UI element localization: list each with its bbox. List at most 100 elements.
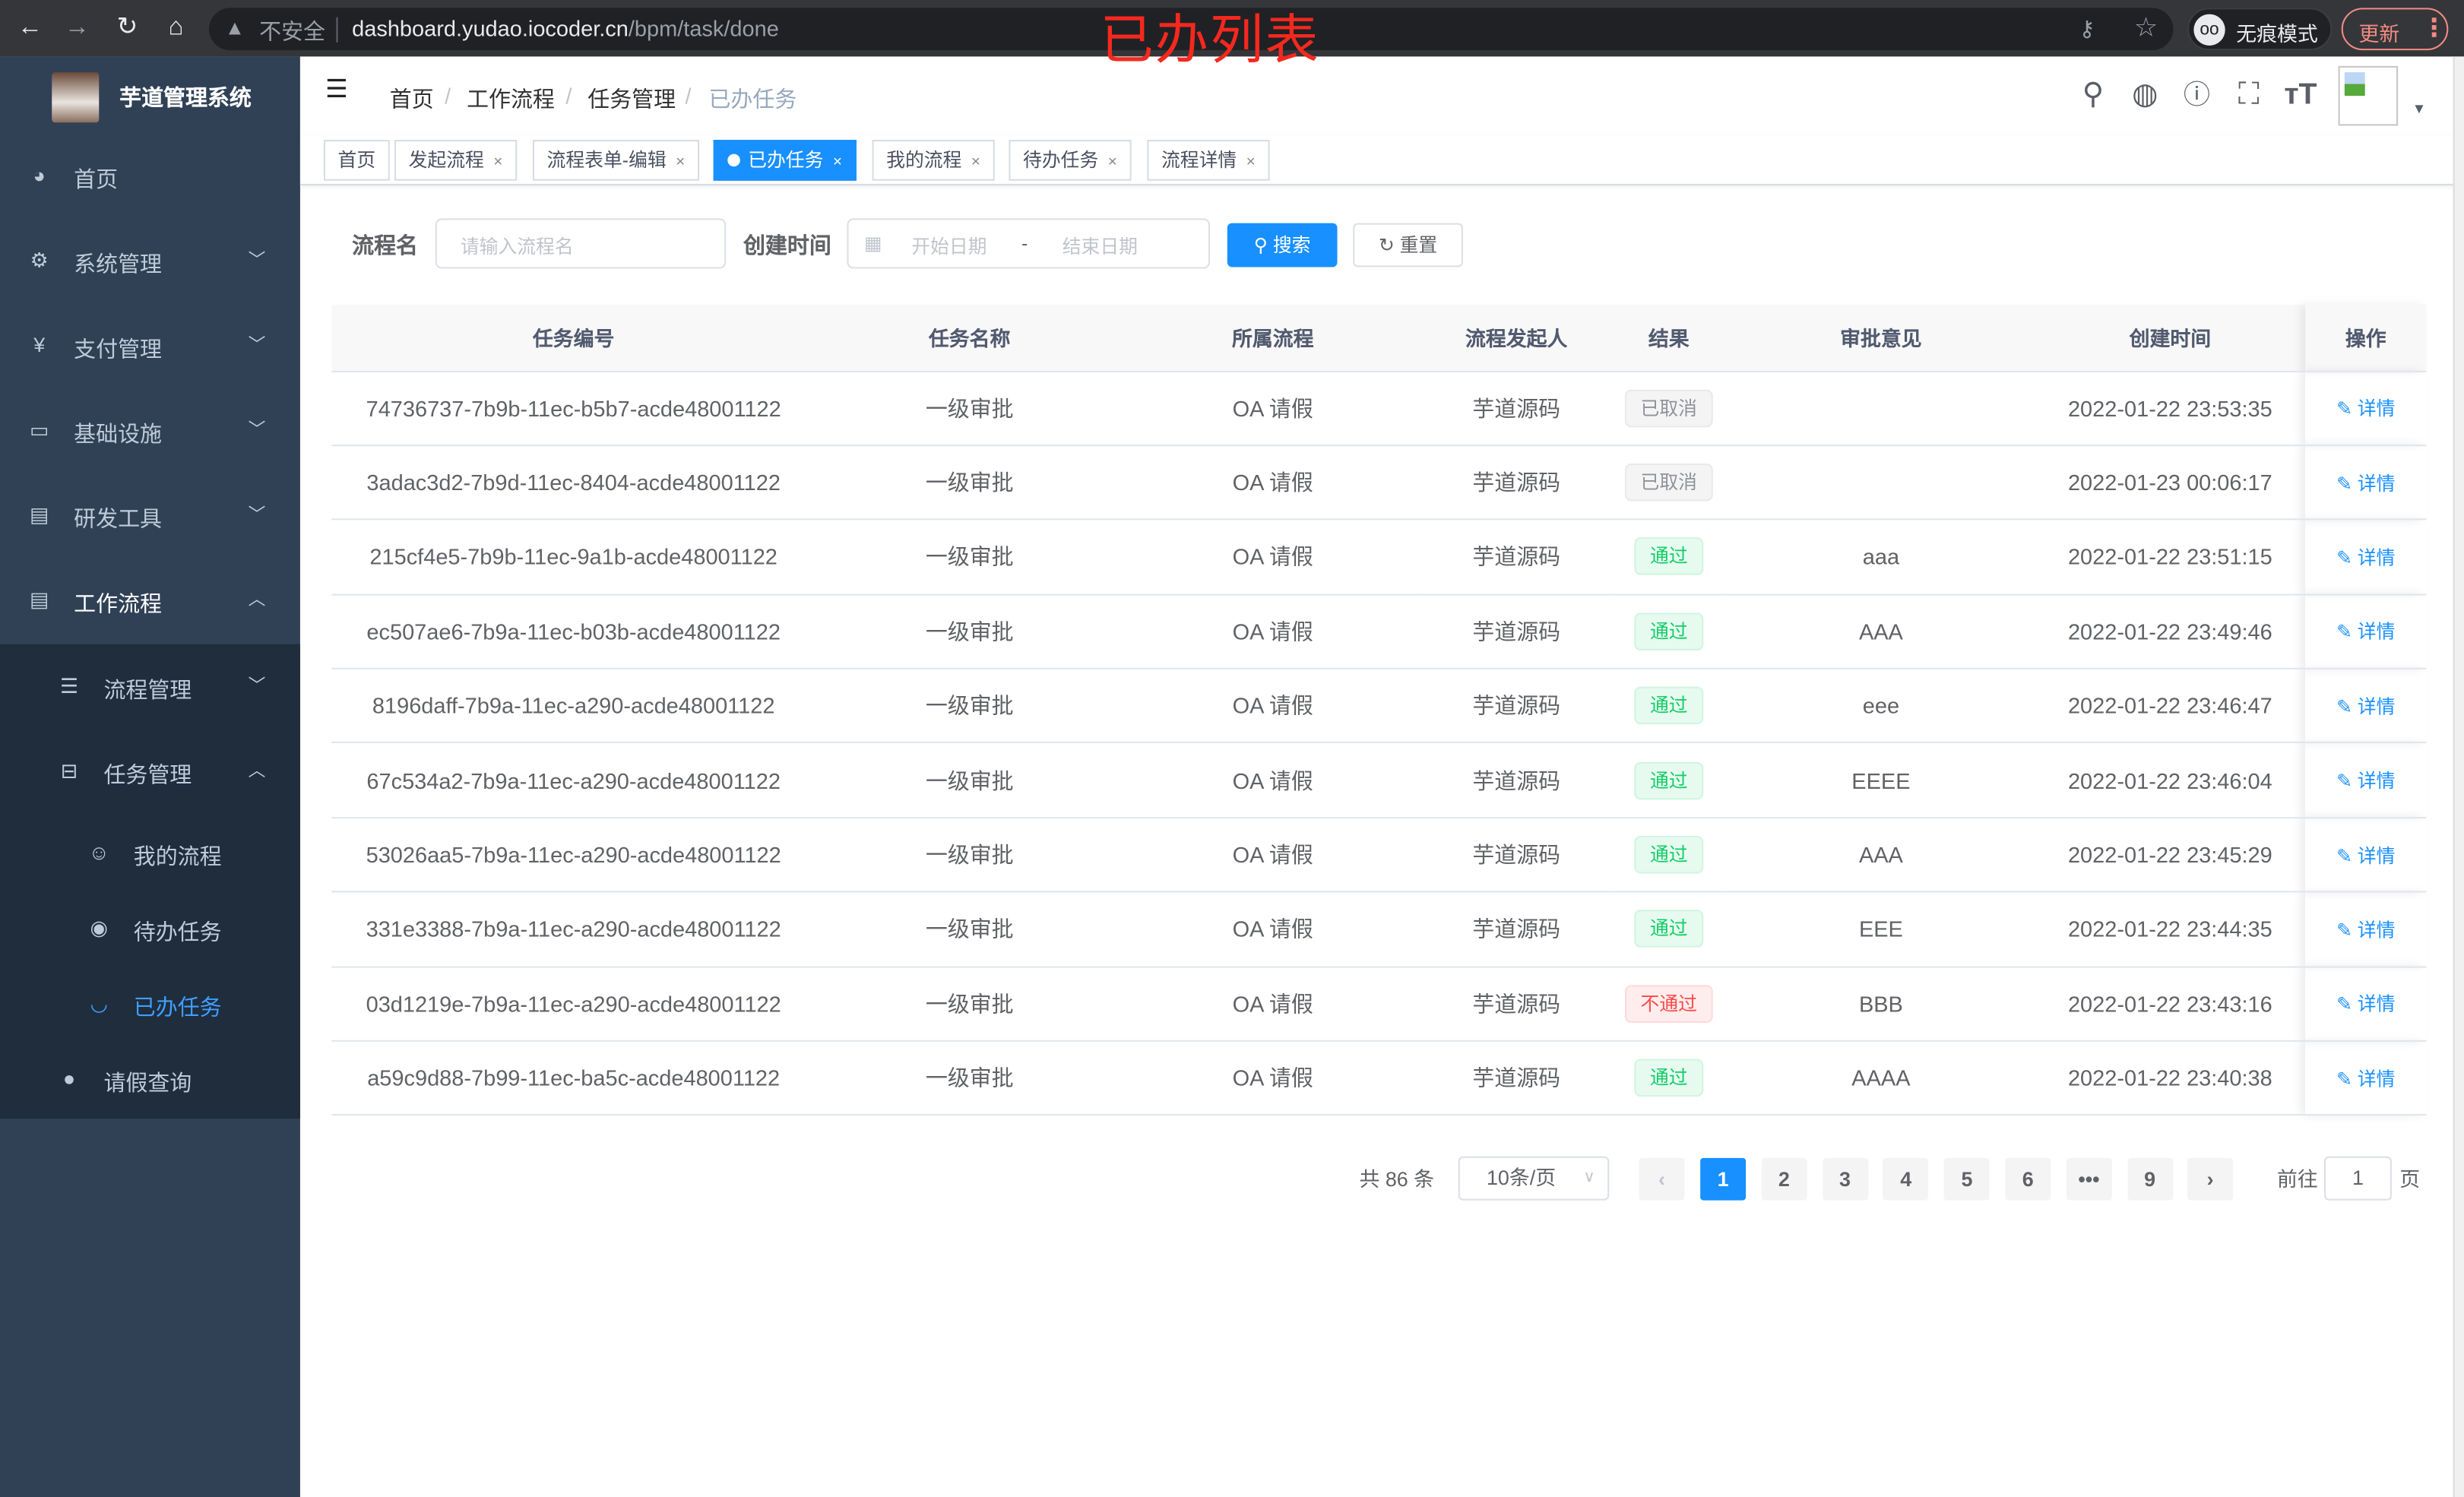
hamburger-icon[interactable]: ☰ — [325, 77, 348, 104]
edit-icon: ✎ — [2336, 1068, 2358, 1090]
detail-button[interactable]: ✎ 详情 — [2336, 770, 2395, 792]
sidebar-item-label: 基础设施 — [74, 421, 162, 447]
process-name-input[interactable]: 请输入流程名 — [435, 218, 727, 269]
scrollbar-track[interactable] — [2453, 56, 2464, 1497]
page-button[interactable]: 3 — [1822, 1157, 1868, 1201]
more-pages-button[interactable]: ••• — [2066, 1157, 2112, 1201]
sidebar-item-my-process[interactable]: ☺ 我的流程 — [0, 812, 300, 888]
goto-page-input[interactable]: 1 — [2323, 1156, 2392, 1201]
forward-icon[interactable]: → — [64, 14, 90, 41]
close-icon[interactable]: × — [832, 153, 842, 172]
result-tag: 通过 — [1634, 761, 1704, 799]
page-size-select[interactable]: 10条/页 ∨ — [1458, 1156, 1610, 1201]
sidebar-item-workflow[interactable]: ▤ 工作流程 ︿ — [0, 559, 300, 644]
detail-button[interactable]: ✎ 详情 — [2336, 546, 2395, 568]
close-icon[interactable]: × — [493, 153, 503, 172]
detail-button[interactable]: ✎ 详情 — [2336, 844, 2395, 866]
sidebar-item-label: 支付管理 — [74, 336, 162, 362]
start-date-input[interactable]: 开始日期 — [911, 236, 987, 258]
tag-home[interactable]: 首页 — [323, 140, 390, 181]
sidebar-item-todo[interactable]: ◉ 待办任务 — [0, 888, 300, 963]
sidebar-item-leave[interactable]: ● 请假查询 — [0, 1039, 300, 1117]
table-row: 67c534a2-7b9a-11ec-a290-acde48001122 一级审批… — [331, 742, 2427, 818]
placeholder: 请输入流程名 — [460, 236, 574, 258]
search-button[interactable]: ⚲ 搜索 — [1227, 223, 1338, 267]
key-icon[interactable]: ⚷ — [2079, 15, 2095, 41]
detail-button[interactable]: ✎ 详情 — [2336, 919, 2395, 941]
toolbox-icon: ▤ — [29, 502, 49, 527]
date-range-picker[interactable]: ▦ 开始日期 - 结束日期 — [847, 218, 1211, 269]
end-date-input[interactable]: 结束日期 — [1062, 236, 1138, 258]
caret-down-icon[interactable]: ▼ — [2412, 100, 2427, 117]
edit-icon: ✎ — [2336, 546, 2358, 569]
next-page-button[interactable]: › — [2187, 1157, 2234, 1201]
create-time-cell: 2022-01-22 23:51:15 — [2035, 519, 2306, 595]
sidebar-item-pay[interactable]: ¥ 支付管理 ﹀ — [0, 305, 300, 390]
starter-cell: 芋道源码 — [1422, 519, 1611, 595]
tag-my-process[interactable]: 我的流程 × — [872, 140, 995, 181]
avatar[interactable] — [2338, 65, 2399, 126]
detail-button[interactable]: ✎ 详情 — [2336, 993, 2395, 1015]
fullscreen-icon[interactable]: ⛶ — [2238, 78, 2260, 112]
tag-form-edit[interactable]: 流程表单-编辑 × — [532, 140, 699, 181]
incognito-badge[interactable]: oo 无痕模式 — [2187, 8, 2333, 51]
detail-button[interactable]: ✎ 详情 — [2336, 397, 2395, 419]
tag-process-detail[interactable]: 流程详情 × — [1147, 140, 1270, 181]
sidebar-item-home[interactable]: ◕ 首页 — [0, 135, 300, 220]
detail-button[interactable]: ✎ 详情 — [2336, 695, 2395, 717]
github-icon[interactable]: ◍ — [2132, 78, 2158, 112]
page-button[interactable]: 9 — [2127, 1157, 2173, 1201]
task-id-cell: 8196daff-7b9a-11ec-a290-acde48001122 — [331, 668, 816, 744]
sidebar-item-system[interactable]: ⚙ 系统管理 ﹀ — [0, 220, 300, 305]
tag-todo[interactable]: 待办任务 × — [1009, 140, 1132, 181]
home-icon[interactable]: ⌂ — [168, 14, 184, 41]
edit-icon: ✎ — [2336, 770, 2358, 793]
sidebar-item-process-manage[interactable]: ☰ 流程管理 ﹀ — [0, 646, 300, 731]
sidebar-item-devtools[interactable]: ▤ 研发工具 ﹀ — [0, 474, 300, 559]
update-button[interactable]: 更新 ⋮ — [2341, 8, 2449, 51]
actions-cell: ✎ 详情 — [2305, 519, 2427, 595]
tag-label: 首页 — [337, 149, 376, 172]
column-header-task-id: 任务编号 — [331, 305, 816, 372]
result-tag: 已取消 — [1624, 389, 1713, 427]
prev-page-button[interactable]: ‹ — [1639, 1157, 1685, 1201]
column-header-create-time: 创建时间 — [2035, 305, 2306, 372]
sidebar-item-done[interactable]: ◡ 已办任务 — [0, 963, 300, 1038]
close-icon[interactable]: × — [971, 153, 980, 172]
star-icon[interactable]: ☆ — [2133, 12, 2158, 43]
page-button[interactable]: 5 — [1944, 1157, 1990, 1201]
breadcrumb-workflow[interactable]: 工作流程 — [467, 86, 555, 112]
sidebar-item-infra[interactable]: ▭ 基础设施 ﹀ — [0, 390, 300, 475]
tag-done-tasks[interactable]: 已办任务 × — [713, 140, 857, 181]
sidebar-item-task-manage[interactable]: ⊟ 任务管理 ︿ — [0, 730, 300, 815]
active-dot-icon — [727, 153, 740, 167]
address-bar[interactable]: ▲ 不安全 dashboard.yudao.iocoder.cn/bpm/tas… — [208, 8, 2174, 51]
url-text[interactable]: dashboard.yudao.iocoder.cn/bpm/task/done — [352, 16, 779, 41]
task-id-cell: 3adac3d2-7b9d-11ec-8404-acde48001122 — [331, 445, 816, 521]
close-icon[interactable]: × — [1107, 153, 1117, 172]
font-size-icon[interactable]: тT — [2284, 78, 2317, 112]
tag-start-process[interactable]: 发起流程 × — [394, 140, 517, 181]
breadcrumb-home[interactable]: 首页 — [389, 86, 434, 112]
detail-button[interactable]: ✎ 详情 — [2336, 1068, 2395, 1090]
page-button[interactable]: 6 — [2005, 1157, 2051, 1201]
close-icon[interactable]: × — [676, 153, 686, 172]
sidebar-item-label: 流程管理 — [103, 677, 192, 703]
back-icon[interactable]: ← — [17, 14, 43, 41]
result-cell: 通过 — [1610, 668, 1728, 744]
page-button[interactable]: 4 — [1883, 1157, 1929, 1201]
toolbox-icon: ▤ — [29, 587, 49, 612]
breadcrumb-task-manage[interactable]: 任务管理 — [587, 86, 676, 112]
reset-button[interactable]: ↻ 重置 — [1353, 223, 1463, 267]
more-icon[interactable]: ⋮ — [2421, 15, 2447, 43]
detail-button[interactable]: ✎ 详情 — [2336, 621, 2395, 643]
page-button[interactable]: 2 — [1761, 1157, 1807, 1201]
help-icon[interactable]: ⓘ — [2183, 80, 2211, 110]
process-cell: OA 请假 — [1123, 742, 1423, 818]
result-tag: 已取消 — [1624, 464, 1713, 502]
page-button[interactable]: 1 — [1700, 1157, 1747, 1201]
reload-icon[interactable]: ↻ — [116, 14, 138, 41]
close-icon[interactable]: × — [1246, 153, 1256, 172]
detail-button[interactable]: ✎ 详情 — [2336, 472, 2395, 494]
search-icon[interactable]: ⚲ — [2082, 78, 2105, 112]
